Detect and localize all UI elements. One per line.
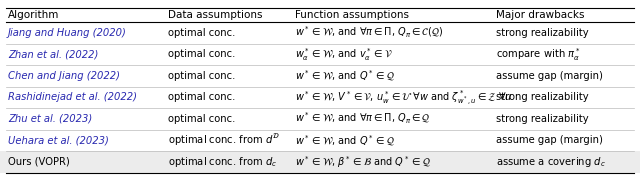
Text: $w^* \in \mathcal{W}$, and $Q^* \in \mathcal{Q}$: $w^* \in \mathcal{W}$, and $Q^* \in \mat… bbox=[295, 133, 395, 147]
Text: strong realizability: strong realizability bbox=[496, 92, 589, 102]
Bar bbox=[0, 65, 640, 86]
Text: Algorithm: Algorithm bbox=[8, 10, 60, 20]
Text: optimal conc.: optimal conc. bbox=[168, 114, 236, 124]
Text: $w^* \in \mathcal{W}$, $V^* \in \mathcal{V}$, $u^*_w \in \mathcal{U}$ $\forall w: $w^* \in \mathcal{W}$, $V^* \in \mathcal… bbox=[295, 88, 513, 107]
Text: $w^*_\alpha \in \mathcal{W}$, and $v^*_\alpha \in \mathcal{V}$: $w^*_\alpha \in \mathcal{W}$, and $v^*_\… bbox=[295, 46, 392, 63]
Text: optimal conc. from $d_c$: optimal conc. from $d_c$ bbox=[168, 155, 278, 169]
Text: assume gap (margin): assume gap (margin) bbox=[496, 71, 603, 81]
Bar bbox=[0, 108, 640, 130]
Text: $w^* \in \mathcal{W}$, and $\forall\pi \in \Pi$, $Q_\pi \in \mathcal{Q}$: $w^* \in \mathcal{W}$, and $\forall\pi \… bbox=[295, 111, 431, 126]
Bar bbox=[0, 43, 640, 65]
Text: optimal conc.: optimal conc. bbox=[168, 28, 236, 38]
Text: Zhan et al. (2022): Zhan et al. (2022) bbox=[8, 49, 99, 59]
Text: Jiang and Huang (2020): Jiang and Huang (2020) bbox=[8, 28, 127, 38]
Text: Data assumptions: Data assumptions bbox=[168, 10, 262, 20]
Bar bbox=[0, 22, 640, 43]
Text: Major drawbacks: Major drawbacks bbox=[496, 10, 584, 20]
Text: $w^* \in \mathcal{W}$, $\beta^* \in \mathcal{B}$ and $Q^* \in \mathcal{Q}$: $w^* \in \mathcal{W}$, $\beta^* \in \mat… bbox=[295, 154, 431, 170]
Text: $w^* \in \mathcal{W}$, and $\forall\pi \in \Pi$, $Q_\pi \in \mathcal{C}(\mathcal: $w^* \in \mathcal{W}$, and $\forall\pi \… bbox=[295, 25, 444, 40]
Text: strong realizability: strong realizability bbox=[496, 114, 589, 124]
Text: $w^* \in \mathcal{W}$, and $Q^* \in \mathcal{Q}$: $w^* \in \mathcal{W}$, and $Q^* \in \mat… bbox=[295, 68, 395, 83]
Text: Rashidinejad et al. (2022): Rashidinejad et al. (2022) bbox=[8, 92, 137, 102]
Bar bbox=[0, 151, 640, 172]
Text: assume gap (margin): assume gap (margin) bbox=[496, 135, 603, 145]
Text: Zhu et al. (2023): Zhu et al. (2023) bbox=[8, 114, 92, 124]
Text: Chen and Jiang (2022): Chen and Jiang (2022) bbox=[8, 71, 120, 81]
Text: optimal conc.: optimal conc. bbox=[168, 49, 236, 59]
Text: Uehara et al. (2023): Uehara et al. (2023) bbox=[8, 135, 109, 145]
Text: Function assumptions: Function assumptions bbox=[295, 10, 409, 20]
Text: optimal conc.: optimal conc. bbox=[168, 71, 236, 81]
Text: assume a covering $d_c$: assume a covering $d_c$ bbox=[496, 155, 606, 169]
Text: optimal conc.: optimal conc. bbox=[168, 92, 236, 102]
Bar bbox=[0, 130, 640, 151]
Text: optimal conc. from $d^\mathcal{D}$: optimal conc. from $d^\mathcal{D}$ bbox=[168, 133, 280, 148]
Text: compare with $\pi^*_\alpha$: compare with $\pi^*_\alpha$ bbox=[496, 46, 580, 63]
Text: strong realizability: strong realizability bbox=[496, 28, 589, 38]
Text: Ours (VOPR): Ours (VOPR) bbox=[8, 157, 70, 167]
Bar bbox=[0, 86, 640, 108]
